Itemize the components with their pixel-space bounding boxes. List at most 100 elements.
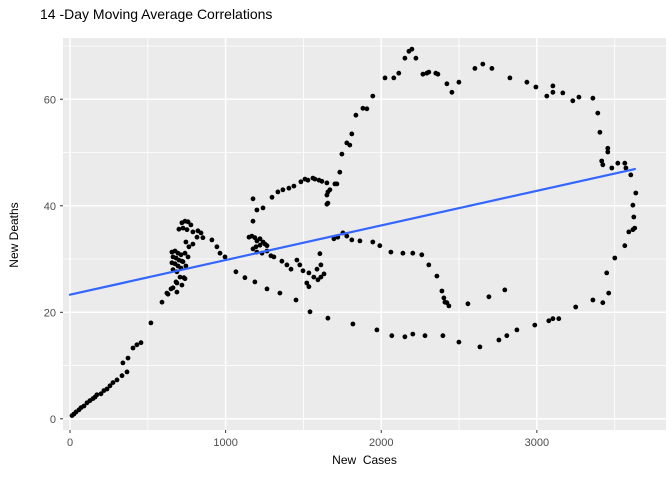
- data-point: [279, 258, 285, 264]
- data-point: [472, 66, 478, 71]
- data-point: [182, 276, 188, 282]
- data-point: [507, 75, 513, 81]
- data-point: [178, 252, 184, 258]
- data-point: [413, 55, 419, 61]
- data-point: [257, 242, 263, 248]
- data-point: [626, 229, 632, 235]
- data-point: [304, 280, 310, 286]
- data-point: [325, 315, 331, 321]
- data-point: [81, 403, 87, 409]
- axis-ticks: [60, 98, 538, 433]
- data-point: [435, 71, 441, 77]
- data-point: [606, 290, 612, 296]
- data-point: [441, 295, 447, 301]
- data-point: [269, 194, 275, 200]
- data-point: [630, 202, 636, 208]
- data-point: [388, 249, 394, 255]
- data-point: [590, 297, 596, 303]
- x-tick-labels: 0 1000 2000 3000: [67, 437, 549, 449]
- data-point: [165, 291, 171, 297]
- data-point: [277, 290, 283, 296]
- data-point: [422, 333, 428, 339]
- data-point: [349, 131, 355, 137]
- data-point: [307, 309, 313, 315]
- data-point: [264, 243, 270, 249]
- data-point: [271, 254, 277, 260]
- data-point: [174, 289, 180, 295]
- data-point: [176, 226, 182, 232]
- data-point: [420, 71, 426, 77]
- data-point: [419, 252, 425, 258]
- data-point: [242, 275, 248, 281]
- data-point: [179, 258, 185, 264]
- data-point: [631, 214, 637, 220]
- x-axis-title: New Cases: [332, 453, 397, 467]
- x-tick-label: 1000: [213, 437, 237, 449]
- data-point: [409, 46, 415, 52]
- data-point: [612, 255, 618, 261]
- data-point: [630, 227, 636, 233]
- data-point: [250, 218, 256, 224]
- data-point: [524, 79, 530, 85]
- data-point: [194, 234, 200, 240]
- data-point: [298, 179, 304, 185]
- data-point: [134, 342, 140, 348]
- data-point: [325, 200, 331, 206]
- data-point: [324, 192, 330, 198]
- data-point: [628, 172, 634, 178]
- x-tick-label: 2000: [369, 437, 393, 449]
- data-point: [623, 165, 629, 171]
- data-point: [138, 340, 144, 346]
- data-point: [604, 270, 610, 276]
- data-point: [456, 79, 462, 85]
- data-point: [198, 230, 204, 236]
- data-point: [560, 90, 566, 96]
- y-tick-label: 20: [44, 307, 56, 319]
- data-point: [449, 89, 455, 95]
- major-gridlines: [63, 38, 666, 430]
- data-point: [288, 266, 294, 272]
- data-point: [184, 227, 190, 233]
- data-point: [114, 377, 120, 383]
- data-point: [305, 177, 311, 183]
- data-point: [264, 286, 270, 292]
- data-point: [374, 327, 380, 333]
- data-point: [595, 110, 601, 116]
- y-tick-label: 0: [50, 414, 56, 426]
- data-point: [284, 262, 290, 268]
- data-point: [590, 95, 596, 101]
- data-point: [550, 316, 556, 322]
- data-point: [550, 83, 556, 89]
- data-point: [533, 84, 539, 90]
- data-point: [370, 93, 376, 99]
- data-point: [439, 288, 445, 294]
- data-point: [185, 219, 191, 225]
- data-point: [556, 316, 562, 322]
- data-point: [344, 233, 350, 239]
- data-point: [364, 106, 370, 112]
- data-point: [573, 304, 579, 310]
- data-point: [489, 66, 495, 71]
- data-point: [446, 303, 452, 309]
- data-point: [183, 263, 189, 269]
- data-point: [600, 300, 606, 306]
- data-point: [300, 268, 306, 274]
- x-tick-label: 3000: [525, 437, 549, 449]
- data-point: [546, 318, 552, 324]
- data-point: [426, 69, 432, 75]
- data-point: [337, 169, 343, 175]
- data-point: [190, 229, 196, 235]
- data-point: [257, 236, 263, 242]
- data-point: [502, 287, 508, 293]
- data-point: [600, 162, 606, 168]
- data-point: [188, 222, 194, 228]
- y-tick-labels: 0 20 40 60: [44, 94, 56, 426]
- data-point: [544, 93, 550, 99]
- data-point: [391, 75, 397, 81]
- data-point: [434, 273, 440, 279]
- data-point: [377, 243, 383, 249]
- data-point: [306, 270, 312, 276]
- data-point: [179, 282, 185, 288]
- data-point: [217, 250, 223, 256]
- data-point: [311, 274, 317, 280]
